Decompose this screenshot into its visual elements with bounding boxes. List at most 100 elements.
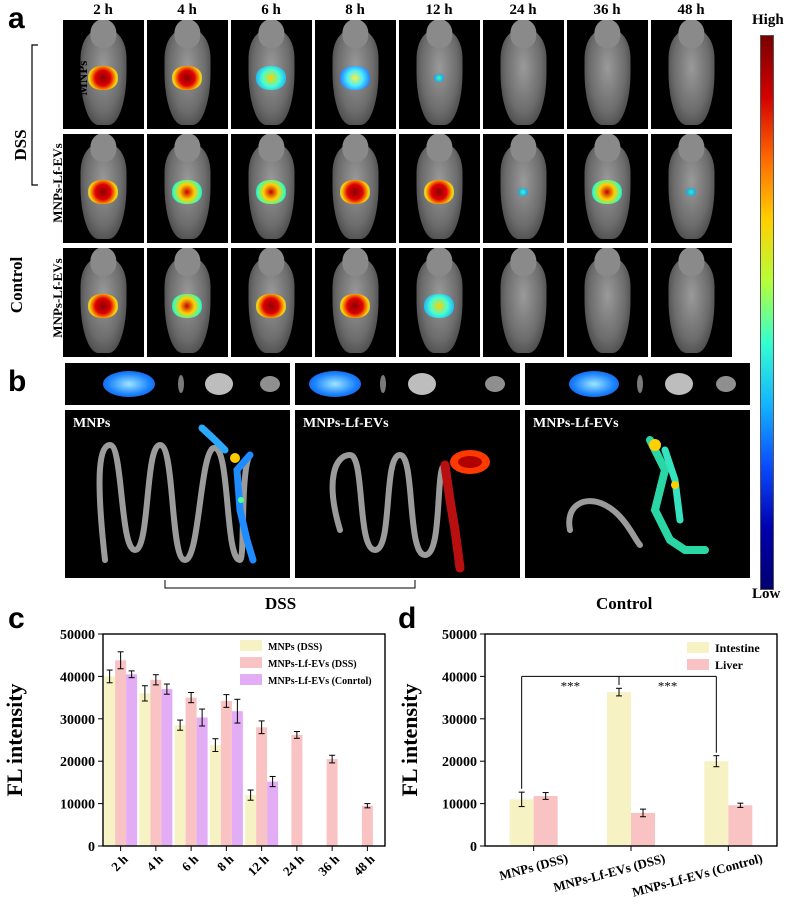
mouse-image-cell <box>651 20 732 129</box>
panel-a-letter: a <box>8 2 25 35</box>
bar <box>150 679 162 846</box>
liver-organ <box>569 371 619 397</box>
mouse-silhouette <box>500 256 547 353</box>
significance-bracket <box>618 675 717 753</box>
bar <box>509 799 534 846</box>
mouse-silhouette <box>584 28 631 125</box>
legend-label: MNPs-Lf-EVs (Conrtol) <box>268 676 372 687</box>
time-label: 48 h <box>677 2 705 18</box>
gut-label-lfevs-dss: MNPs-Lf-EVs <box>303 416 389 431</box>
bar <box>607 692 631 846</box>
x-tick-label: 8 h <box>214 851 237 874</box>
gut-image-lfevs-control: MNPs-Lf-EVs <box>525 410 750 578</box>
bar <box>361 805 373 846</box>
lung-organ <box>408 373 436 395</box>
plot-frame <box>102 633 386 847</box>
spleen-organ <box>637 375 643 393</box>
mouse-image-cell <box>147 20 228 129</box>
mouse-image-cell <box>315 134 396 243</box>
y-tick-label: 50000 <box>60 628 95 643</box>
y-tick-label: 0 <box>470 840 477 855</box>
x-tick-label: 36 h <box>315 851 343 879</box>
fluorescence-signal <box>686 188 696 196</box>
bar <box>231 711 243 846</box>
colorbar-high-label: High <box>752 12 784 28</box>
organ-strip-lfevs-dss <box>295 363 520 405</box>
mouse-image-cell <box>147 248 228 357</box>
legend-swatch <box>240 657 262 668</box>
panel-b-letter: b <box>8 365 27 398</box>
colorbar-low-label: Low <box>752 586 781 602</box>
x-tick-label: 12 h <box>245 851 273 879</box>
lung-organ <box>665 373 693 395</box>
fluorescence-signal <box>88 180 118 204</box>
mouse-image-cell <box>231 20 312 129</box>
mouse-image-cell <box>567 248 648 357</box>
fluorescence-signal <box>88 294 118 318</box>
fluorescence-signal <box>88 66 118 90</box>
group-label-dss-b: DSS <box>265 594 297 613</box>
legend-swatch <box>687 642 709 653</box>
mouse-image-cell <box>63 134 144 243</box>
bar <box>245 795 257 846</box>
fluorescence-signal <box>592 180 622 204</box>
bar <box>728 805 753 846</box>
y-tick-label: 10000 <box>60 798 95 813</box>
fluorescence-signal <box>172 66 202 90</box>
intensity-colorbar <box>760 35 774 590</box>
time-label: 36 h <box>593 2 621 18</box>
bar <box>631 812 655 846</box>
spleen-organ <box>178 375 184 393</box>
time-label: 12 h <box>425 2 453 18</box>
time-label: 24 h <box>509 2 537 18</box>
mouse-image-cell <box>567 134 648 243</box>
legend-label: Liver <box>715 658 744 672</box>
panel-c-letter: c <box>8 602 25 635</box>
liver-organ <box>103 371 155 397</box>
mouse-silhouette <box>500 28 547 125</box>
bar <box>209 745 221 846</box>
y-tick-label: 30000 <box>60 713 95 728</box>
gut-trace-mnps <box>96 424 257 564</box>
row-label-lfevs-dss: MNPs-Lf-EVs <box>50 143 65 223</box>
group-label-control: Control <box>7 256 26 314</box>
mouse-image-cell <box>483 248 564 357</box>
fl-intensity-time-chart: FL intensity 0 10000 20000 30000 40000 50000 2 … <box>2 628 386 879</box>
mouse-image-cell <box>63 248 144 357</box>
dss-group-bracket <box>164 580 416 589</box>
y-axis-label: FL intensity <box>2 683 27 796</box>
fluorescence-signal <box>340 66 370 90</box>
y-tick-label: 50000 <box>442 628 477 643</box>
mouse-silhouette <box>584 256 631 353</box>
group-label-control-b: Control <box>596 594 653 613</box>
fluorescence-signal <box>340 294 370 318</box>
kidney-organ <box>260 376 280 392</box>
y-tick-label: 30000 <box>442 713 477 728</box>
lung-organ <box>205 373 233 395</box>
mouse-image-cell <box>63 20 144 129</box>
significance-label: *** <box>561 678 581 693</box>
legend-swatch <box>240 674 262 685</box>
fluorescence-signal <box>424 294 454 318</box>
bar <box>104 676 116 846</box>
bar <box>267 781 279 846</box>
fl-intensity-organ-chart: FL intensity01000020000300004000050000MN… <box>397 628 778 900</box>
bar <box>174 725 186 846</box>
bar <box>161 689 173 846</box>
y-tick-label: 0 <box>88 840 95 855</box>
y-axis-label: FL intensity <box>397 683 422 796</box>
fluorescence-signal <box>256 294 286 318</box>
y-tick-label: 20000 <box>442 755 477 770</box>
bar <box>126 674 138 846</box>
x-tick-label: 4 h <box>143 851 166 874</box>
time-label: 8 h <box>345 2 365 18</box>
bar <box>326 759 338 846</box>
bar <box>185 697 197 846</box>
mouse-image-cell <box>483 134 564 243</box>
bar <box>196 717 208 846</box>
y-tick-label: 20000 <box>60 755 95 770</box>
x-tick-label: 24 h <box>280 851 308 879</box>
gut-label-mnps: MNPs <box>73 416 111 431</box>
organ-strip-lfevs-control <box>525 363 750 405</box>
fluorescence-signal <box>518 188 528 196</box>
